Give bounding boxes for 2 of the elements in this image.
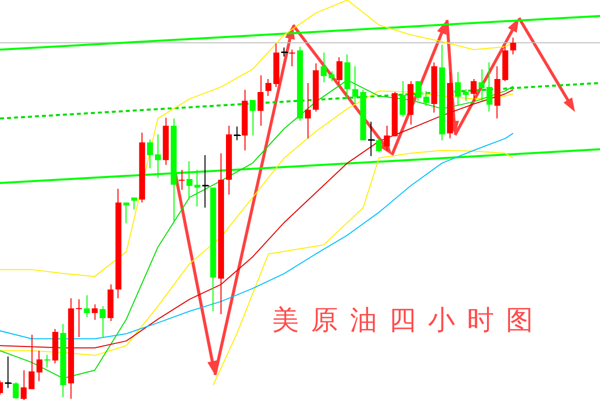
text: 美原油四小时图: [272, 304, 545, 338]
candlestick: [178, 170, 185, 190]
